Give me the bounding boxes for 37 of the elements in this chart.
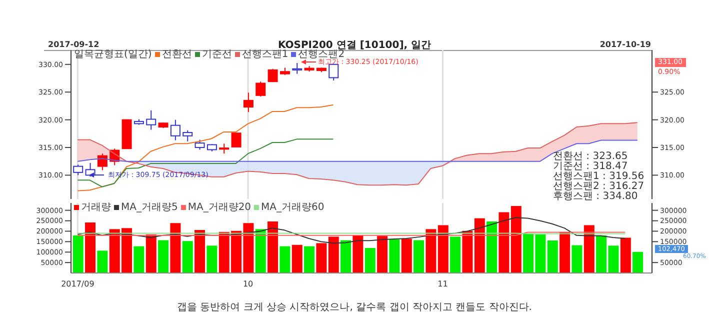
legend-label: 선행스팬1 bbox=[242, 49, 288, 60]
text: 갭을 동반하여 크게 상승 시작하였으나, 갈수록 갭이 작아지고 캔들도 작아진다. bbox=[176, 301, 533, 314]
annotation: 전환선 : 323.65 bbox=[553, 151, 628, 162]
x-tick-label: 2017/09 bbox=[61, 280, 94, 289]
candlestick bbox=[231, 132, 242, 148]
annotation: 후행스팬 : 334.80 bbox=[553, 191, 638, 202]
legend-label: MA_거래량20 bbox=[188, 202, 252, 213]
candlestick bbox=[243, 92, 254, 113]
candlestick bbox=[170, 119, 180, 141]
legend-label: 기준선 bbox=[202, 49, 232, 60]
legend-label: 거래량 bbox=[81, 202, 111, 213]
candlestick bbox=[73, 164, 84, 176]
text: 2017-09-12 bbox=[48, 40, 100, 49]
candlestick bbox=[292, 62, 302, 74]
candlestick bbox=[97, 153, 108, 171]
annotation: 기준선 : 318.47 bbox=[553, 161, 628, 172]
text: 2017-10-19 bbox=[600, 40, 651, 50]
candlestick bbox=[256, 81, 266, 98]
candlestick bbox=[219, 143, 230, 154]
candlestick bbox=[328, 63, 339, 81]
line-series bbox=[77, 104, 334, 192]
x-tick-label: 10 bbox=[242, 280, 254, 289]
line-series bbox=[77, 217, 626, 244]
candlestick bbox=[194, 139, 205, 150]
x-tick-label: 11 bbox=[438, 280, 448, 289]
legend-title: 일목균형표(일간) bbox=[74, 49, 152, 60]
candlestick bbox=[182, 130, 193, 142]
legend-label: MA_거래량5 bbox=[121, 202, 178, 213]
candlestick bbox=[268, 68, 278, 83]
chart-title: KOSPI200 연결 [10100], 일간 bbox=[278, 40, 432, 51]
candlestick bbox=[146, 110, 156, 130]
legend-label: MA_거래량60 bbox=[261, 202, 324, 213]
line-series bbox=[77, 138, 334, 188]
annotation: 선행스팬1 : 319.56 bbox=[553, 171, 644, 182]
legend-label: 전환선 bbox=[162, 49, 192, 60]
legend-label: 선행스팬2 bbox=[298, 49, 345, 60]
annotation: 선행스팬2 : 316.27 bbox=[553, 181, 644, 192]
